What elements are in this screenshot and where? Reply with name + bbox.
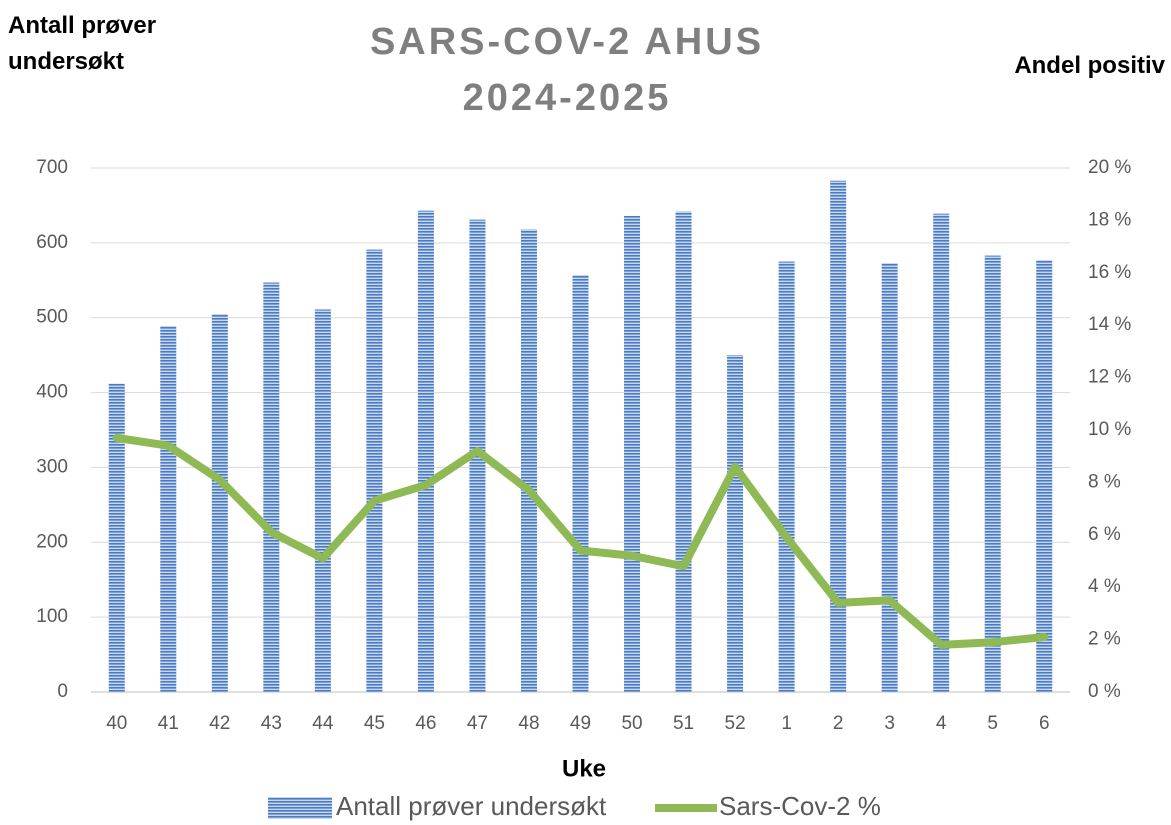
x-tick-label: 2 <box>833 713 844 734</box>
x-tick-label: 51 <box>673 713 694 734</box>
bar <box>984 255 1001 692</box>
y-tick-label: 600 <box>36 232 68 253</box>
bar <box>572 275 589 692</box>
y-tick-label: 700 <box>36 157 68 178</box>
y2-axis-label: Andel positiv <box>1014 52 1165 79</box>
x-tick-label: 52 <box>725 713 746 734</box>
x-tick-label: 42 <box>209 713 230 734</box>
line <box>112 433 1049 649</box>
y2-tick-label: 20 % <box>1088 157 1131 178</box>
x-tick-label: 45 <box>364 713 385 734</box>
x-tick-label: 46 <box>415 713 436 734</box>
y-axis-label: Antall prøver undersøkt <box>8 12 157 75</box>
x-axis-label: Uke <box>562 755 606 782</box>
y2-tick-label: 18 % <box>1088 209 1131 230</box>
bar <box>314 309 331 692</box>
x-tick-label: 49 <box>570 713 591 734</box>
y-tick-label: 0 <box>57 681 68 702</box>
y-tick-label: 300 <box>36 456 68 477</box>
bar <box>160 325 177 692</box>
x-tick-label: 47 <box>467 713 488 734</box>
x-tick-label: 41 <box>158 713 179 734</box>
bar <box>778 261 795 692</box>
x-tick-label: 5 <box>987 713 998 734</box>
bar <box>933 213 950 693</box>
y2-tick-label: 16 % <box>1088 262 1131 283</box>
y-tick-label: 400 <box>36 382 68 403</box>
legend-label: Sars-Cov-2 % <box>719 791 881 821</box>
y-tick-label: 200 <box>36 531 68 552</box>
y2-tick-label: 10 % <box>1088 419 1131 440</box>
x-tick-label: 50 <box>621 713 642 734</box>
legend-label: Antall prøver undersøkt <box>336 791 607 821</box>
y2-tick-label: 4 % <box>1088 576 1121 597</box>
y2-tick-label: 14 % <box>1088 314 1131 335</box>
y-tick-label: 100 <box>36 606 68 627</box>
bar <box>417 210 434 692</box>
bar <box>366 249 383 692</box>
x-tick-label: 6 <box>1039 713 1050 734</box>
bar <box>108 383 125 692</box>
y-tick-label: 500 <box>36 307 68 328</box>
y2-tick-label: 6 % <box>1088 524 1121 545</box>
y2-tick-label: 0 % <box>1088 681 1121 702</box>
x-tick-label: 4 <box>936 713 947 734</box>
x-tick-label: 43 <box>261 713 282 734</box>
bar <box>624 215 641 692</box>
bar <box>675 211 692 692</box>
bar <box>881 263 898 692</box>
x-tick-label: 40 <box>106 713 127 734</box>
y2-tick-label: 2 % <box>1088 629 1121 650</box>
y2-tick-label: 8 % <box>1088 471 1121 492</box>
bar <box>830 180 847 692</box>
x-tick-label: 1 <box>781 713 792 734</box>
x-tick-label: 3 <box>884 713 895 734</box>
bar <box>520 229 537 692</box>
bar <box>263 282 280 692</box>
bar <box>727 355 744 692</box>
bar <box>1036 260 1053 692</box>
legend-swatch <box>268 797 332 819</box>
y2-tick-label: 12 % <box>1088 367 1131 388</box>
x-tick-label: 44 <box>312 713 334 734</box>
chart-title: SARS-COV-2 AHUS 2024-2025 <box>369 21 765 119</box>
bar <box>211 313 228 692</box>
x-tick-label: 48 <box>518 713 539 734</box>
